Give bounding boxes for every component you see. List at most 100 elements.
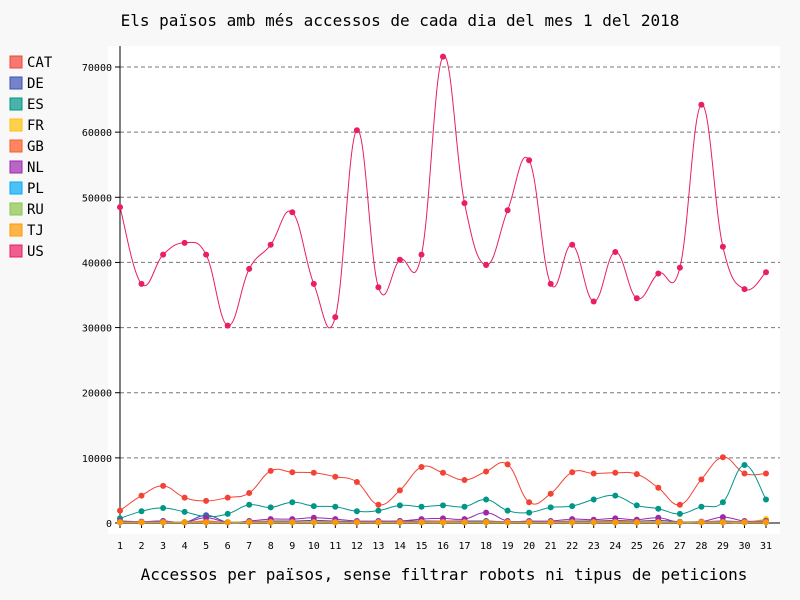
legend: CAT DE ES FR GB NL PL RU TJ US (9, 55, 53, 260)
legend-label-es: ES (27, 97, 44, 113)
data-point-us (203, 251, 210, 258)
data-point-nl (655, 514, 662, 521)
data-point-cat (590, 470, 597, 477)
data-point-cat (741, 470, 748, 477)
data-point-nl (483, 509, 490, 516)
data-point-cat (655, 484, 662, 491)
data-point-us (676, 264, 683, 271)
data-point-tj (719, 519, 726, 526)
y-tick-labels: 0 10000 20000 30000 40000 50000 60000 70000 (82, 63, 120, 530)
y-tick-label: 0 (106, 519, 112, 530)
legend-label-cat: CAT (27, 55, 53, 71)
data-point-cat (483, 468, 490, 475)
legend-label-pl: PL (27, 181, 44, 197)
x-tick-label: 9 (289, 541, 295, 552)
data-point-es (267, 504, 274, 511)
plot-area (108, 46, 780, 534)
x-tick-label: 7 (246, 541, 252, 552)
data-point-tj (612, 519, 619, 526)
data-point-tj (418, 519, 425, 526)
data-point-tj (117, 519, 123, 526)
data-point-cat (117, 507, 123, 514)
data-point-tj (138, 519, 145, 526)
data-point-tj (332, 519, 339, 526)
data-point-nl (203, 514, 210, 521)
data-point-es (612, 492, 619, 499)
data-point-us (461, 200, 468, 207)
data-point-cat (418, 464, 425, 470)
data-point-tj (483, 519, 490, 526)
data-point-es (483, 496, 490, 503)
data-point-us (440, 53, 446, 60)
data-point-us (246, 265, 253, 272)
legend-swatch-nl (9, 160, 23, 174)
legend-label-de: DE (27, 76, 44, 92)
data-point-es (569, 503, 576, 510)
data-point-cat (676, 501, 683, 508)
data-point-us (655, 270, 662, 277)
x-tick-label: 19 (502, 541, 514, 552)
data-point-tj (353, 519, 360, 526)
data-point-tj (569, 519, 576, 526)
legend-label-nl: NL (27, 160, 44, 176)
chart-title: Els països amb més accessos de cada dia … (121, 11, 680, 30)
series-points (117, 53, 769, 526)
data-point-tj (547, 519, 554, 526)
legend-swatch-pl (9, 181, 23, 195)
legend-label-gb: GB (27, 139, 44, 155)
data-point-tj (160, 519, 167, 526)
data-point-cat (547, 490, 554, 497)
data-point-tj (396, 519, 403, 526)
legend-label-ru: RU (27, 202, 44, 218)
data-point-es (741, 462, 748, 468)
data-point-cat (612, 469, 619, 476)
x-tick-label: 6 (225, 541, 231, 552)
data-point-us (117, 204, 123, 211)
data-point-tj (504, 519, 511, 526)
data-point-tj (203, 519, 210, 526)
data-point-cat (698, 476, 705, 483)
data-point-es (504, 507, 511, 514)
data-point-cat (504, 461, 511, 468)
x-tick-label: 24 (609, 541, 621, 552)
data-point-tj (440, 519, 446, 526)
data-point-tj (224, 519, 231, 526)
legend-label-tj: TJ (27, 223, 44, 239)
y-tick-label: 60000 (82, 128, 112, 139)
data-point-us (590, 298, 597, 305)
data-point-cat (396, 487, 403, 494)
x-tick-label: 10 (308, 541, 320, 552)
data-point-es (246, 501, 253, 508)
x-tick-label: 17 (459, 541, 471, 552)
x-tick-label: 4 (182, 541, 188, 552)
data-point-cat (224, 494, 231, 501)
data-point-us (396, 256, 403, 263)
data-point-tj (655, 519, 662, 526)
data-point-cat (332, 473, 339, 480)
data-point-cat (160, 482, 167, 489)
data-point-tj (181, 519, 188, 526)
data-point-es (181, 508, 188, 515)
x-tick-label: 1 (117, 541, 123, 552)
data-point-cat (526, 499, 533, 506)
data-point-es (590, 496, 597, 503)
data-point-es (375, 507, 382, 514)
data-point-es (698, 503, 705, 510)
data-point-tj (698, 519, 705, 526)
data-point-es (461, 503, 468, 510)
data-point-us (332, 314, 339, 321)
data-point-tj (741, 519, 748, 526)
data-point-es (138, 508, 145, 515)
legend-swatch-us (9, 244, 23, 258)
data-point-tj (267, 519, 274, 526)
data-point-cat (138, 492, 145, 499)
data-point-es (633, 502, 640, 509)
legend-swatch-de (9, 76, 23, 90)
data-point-es (332, 503, 339, 510)
data-point-es (310, 503, 317, 510)
x-tick-label: 25 (631, 541, 643, 552)
x-tick-label: 16 (437, 541, 449, 552)
data-point-tj (763, 519, 769, 526)
data-point-es (719, 499, 726, 506)
y-tick-label: 70000 (82, 63, 112, 74)
